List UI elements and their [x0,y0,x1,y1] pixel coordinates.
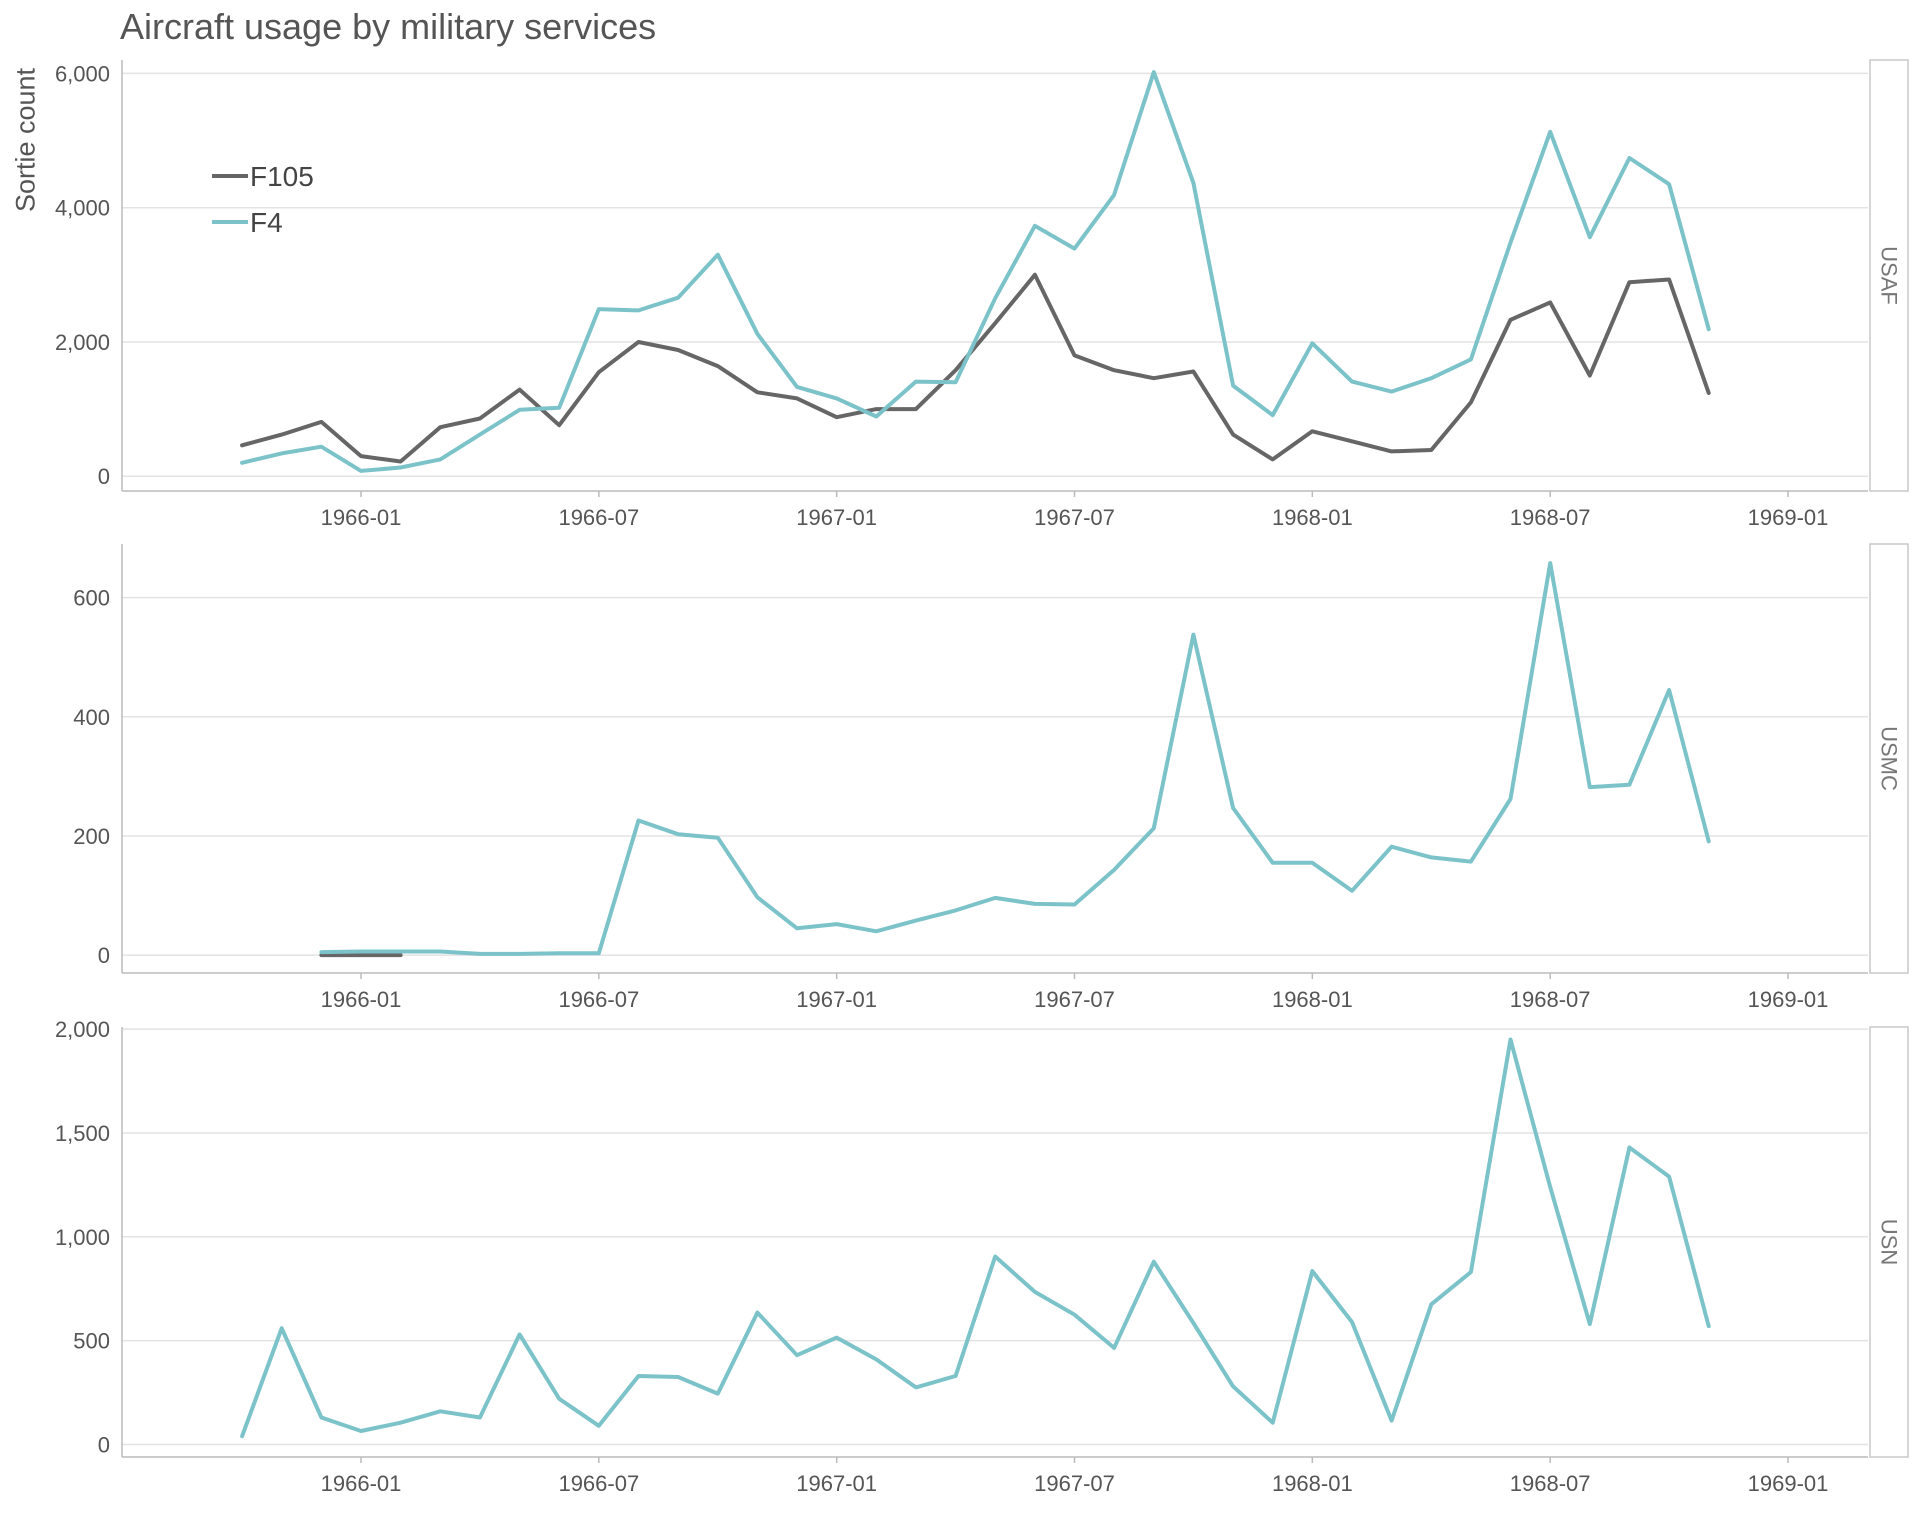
x-tick-label: 1969-01 [1748,987,1829,1012]
facet-strip [1869,59,1909,492]
x-tick-label: 1968-01 [1272,1471,1353,1496]
facet-label-usn: USN [1877,1219,1902,1265]
legend-label-f105: F105 [250,161,314,192]
x-tick-label: 1968-07 [1510,505,1591,530]
y-tick-label: 2,000 [55,330,110,355]
facet-label-usmc: USMC [1877,726,1902,791]
x-tick-label: 1967-01 [796,505,877,530]
y-tick-label: 400 [73,705,110,730]
x-tick-label: 1967-07 [1034,987,1115,1012]
y-tick-label: 1,500 [55,1121,110,1146]
y-tick-label: 200 [73,824,110,849]
x-tick-label: 1966-01 [321,987,402,1012]
legend-label-f4: F4 [250,207,283,238]
x-tick-label: 1968-07 [1510,1471,1591,1496]
x-tick-label: 1966-07 [558,987,639,1012]
y-tick-label: 0 [98,464,110,489]
x-tick-label: 1966-01 [321,505,402,530]
y-tick-label: 0 [98,943,110,968]
x-tick-label: 1966-01 [321,1471,402,1496]
x-tick-label: 1968-01 [1272,987,1353,1012]
facet-strip [1869,543,1909,974]
y-tick-label: 500 [73,1329,110,1354]
x-tick-label: 1966-07 [558,1471,639,1496]
y-tick-label: 6,000 [55,61,110,86]
facet-strip [1869,1026,1909,1458]
x-tick-label: 1967-07 [1034,1471,1115,1496]
y-tick-label: 4,000 [55,196,110,221]
x-tick-label: 1967-01 [796,987,877,1012]
series-line-f4-usn [240,1037,1711,1439]
x-tick-label: 1968-07 [1510,987,1591,1012]
x-tick-label: 1968-01 [1272,505,1353,530]
series-line-f4-usmc [319,561,1711,956]
facet-label-usaf: USAF [1877,246,1902,305]
y-tick-label: 2,000 [55,1017,110,1042]
x-tick-label: 1967-07 [1034,505,1115,530]
x-tick-label: 1969-01 [1748,505,1829,530]
x-tick-label: 1966-07 [558,505,639,530]
series-line-f105-usaf [240,272,1711,464]
y-tick-label: 600 [73,586,110,611]
chart-title: Aircraft usage by military services [120,6,657,47]
y-tick-label: 0 [98,1433,110,1458]
series-line-f4-usaf [240,70,1711,473]
x-tick-label: 1969-01 [1748,1471,1829,1496]
y-tick-label: 1,000 [55,1225,110,1250]
x-tick-label: 1967-01 [796,1471,877,1496]
